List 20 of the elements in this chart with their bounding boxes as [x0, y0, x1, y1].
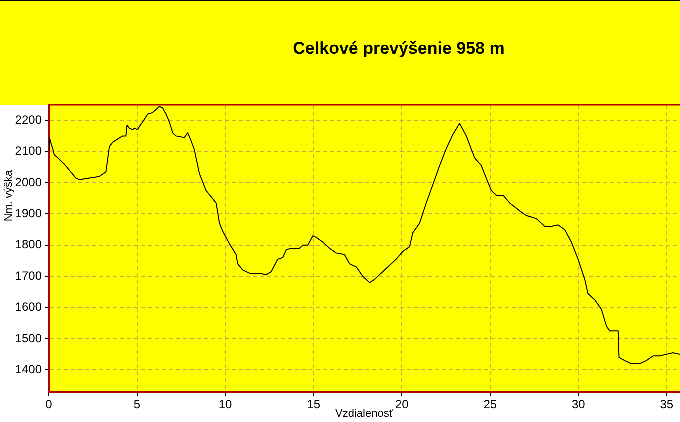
x-tick-label: 20 — [395, 398, 410, 412]
y-tick-label: 1700 — [15, 268, 42, 283]
y-tick-label: 1500 — [15, 331, 42, 346]
x-tick-label: 30 — [572, 398, 586, 412]
x-tick-label: 35 — [660, 398, 674, 412]
x-tick-label: 5 — [134, 398, 141, 412]
y-tick-label: 2200 — [15, 112, 42, 127]
x-axis-title: Vzdialenosť — [336, 408, 394, 420]
y-tick-label: 2100 — [15, 144, 42, 158]
x-tick-label: 0 — [46, 398, 53, 412]
y-tick-label: 2000 — [15, 175, 42, 190]
y-tick-label: 1600 — [15, 300, 42, 314]
x-tick-label: 15 — [307, 398, 321, 412]
y-tick-label: 1900 — [15, 206, 42, 220]
y-tick-label: 1800 — [15, 238, 42, 252]
y-axis-title: Nm. výška — [3, 169, 16, 222]
x-tick-label: 25 — [484, 398, 498, 412]
y-tick-label: 1400 — [15, 362, 42, 376]
chart-title: Celkové prevýšenie 958 m — [293, 39, 505, 58]
x-tick-label: 10 — [218, 398, 233, 412]
